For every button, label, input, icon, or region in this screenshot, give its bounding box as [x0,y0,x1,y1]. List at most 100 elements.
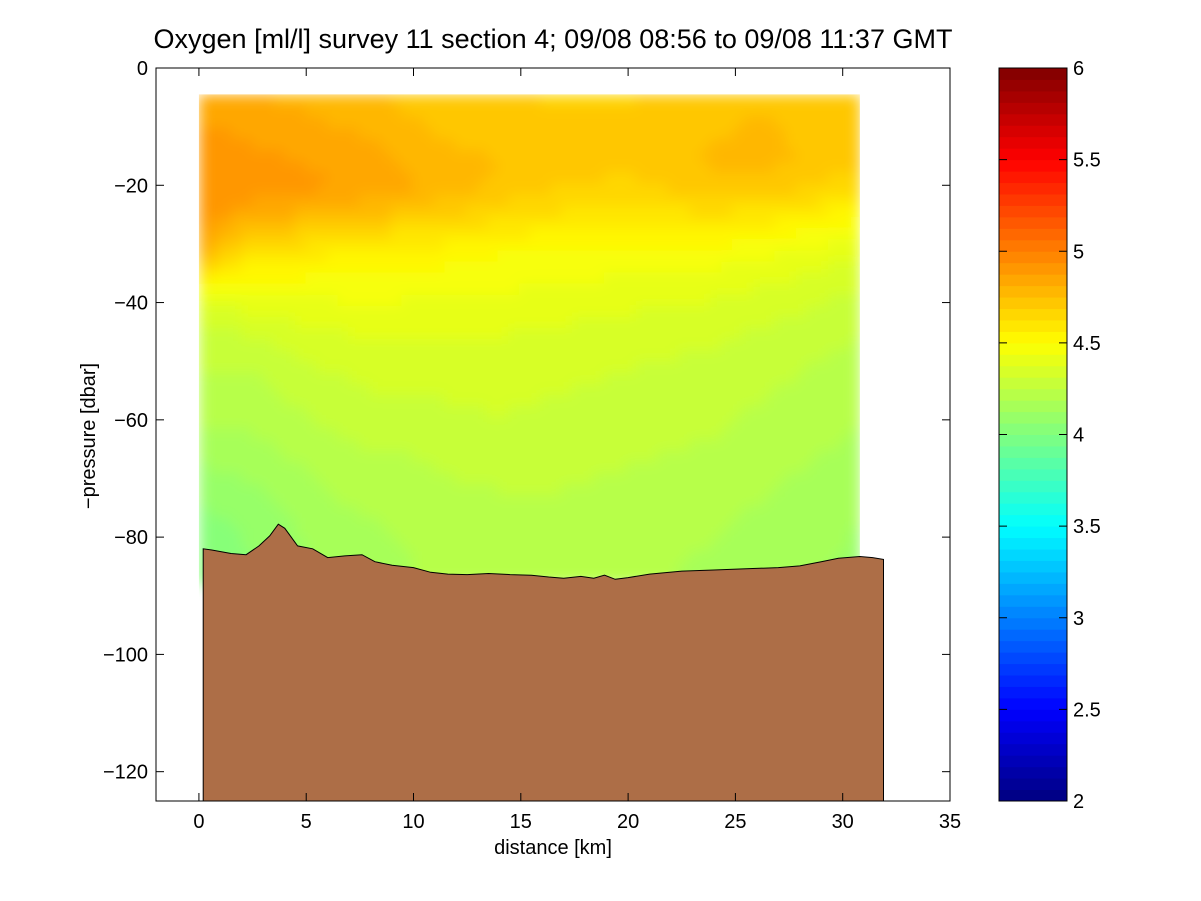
colorbar-swatch [999,537,1067,550]
colorbar-swatch [999,251,1067,264]
colorbar-swatch [999,239,1067,252]
colorbar-swatch [999,491,1067,504]
colorbar-swatch [999,102,1067,115]
colorbar-swatch [999,216,1067,229]
colorbar-swatch [999,571,1067,584]
colorbar-swatch [999,640,1067,653]
colorbar-swatch [999,629,1067,642]
colorbar-swatch [999,663,1067,676]
plot-content [156,68,950,801]
colorbar-swatch [999,331,1067,344]
oxygen-field [156,68,950,801]
x-tick-label: 10 [402,811,424,833]
sea-bottom-profile [202,523,884,801]
y-axis-label: −pressure [dbar] [78,363,100,509]
y-tick-label: 0 [137,58,148,80]
colorbar-swatch [999,125,1067,138]
colorbar-swatch [999,228,1067,241]
plot-frame [155,67,951,802]
colorbar-swatch [999,388,1067,401]
colorbar-swatch [999,159,1067,172]
x-axis-label: distance [km] [494,837,612,859]
colorbar-swatch [999,526,1067,539]
colorbar-swatch [999,743,1067,756]
colorbar-swatch [999,732,1067,745]
colorbar-axis: 2 2.5 3 3.5 4 4.5 5 5.5 6 [999,58,1101,813]
colorbar-swatch [999,171,1067,184]
colorbar-swatch [999,457,1067,470]
y-tick-label: −120 [103,762,148,784]
colorbar-swatch [999,262,1067,275]
x-tick-label: 20 [617,811,639,833]
x-tick-label: 25 [724,811,746,833]
colorbar-swatch [999,709,1067,722]
colorbar-swatch [999,697,1067,710]
colorbar-swatch [999,583,1067,596]
colorbar-swatch [999,755,1067,768]
colorbar-swatch [999,514,1067,527]
colorbar-swatch [999,560,1067,573]
colorbar-swatch [999,606,1067,619]
colorbar-tick-label: 5 [1073,241,1084,263]
y-tick-label: −20 [114,175,148,197]
y-axis: 0 −20 −40 −60 −80 −100 −120 [103,58,950,784]
colorbar-swatch [999,468,1067,481]
y-tick-label: −80 [114,527,148,549]
colorbar-tick-label: 2 [1073,791,1084,813]
colorbar-tick-label: 3.5 [1073,516,1101,538]
colorbar-swatch [999,434,1067,447]
colorbar-swatch [999,182,1067,195]
colorbar-swatch [999,686,1067,699]
colorbar-swatch [999,549,1067,561]
x-tick-label: 0 [193,811,204,833]
x-tick-label: 15 [510,811,532,833]
colorbar-swatch [999,423,1067,435]
colorbar-swatch [999,319,1067,332]
colorbar-swatch [999,113,1067,126]
colorbar-swatch [999,297,1067,310]
colorbar [999,68,1067,802]
colorbar-tick-label: 6 [1073,58,1084,80]
colorbar-tick-label: 4 [1073,425,1084,447]
colorbar-tick-label: 3 [1073,608,1084,630]
colorbar-swatch [999,652,1067,665]
colorbar-swatch [999,136,1067,149]
colorbar-swatch [999,720,1067,733]
colorbar-swatch [999,789,1067,802]
colorbar-swatch [999,400,1067,413]
colorbar-swatch [999,365,1067,378]
colorbar-tick-label: 2.5 [1073,699,1101,721]
colorbar-tick-label: 5.5 [1073,150,1101,172]
oxygen-field-cells [198,94,861,585]
colorbar-swatch [999,766,1067,779]
colorbar-swatch [999,285,1067,298]
colorbar-swatch [999,377,1067,390]
y-tick-label: −40 [114,293,148,315]
x-tick-label: 5 [301,811,312,833]
colorbar-swatch [999,68,1067,80]
colorbar-swatch [999,193,1067,206]
colorbar-swatch [999,79,1067,92]
colorbar-swatch [999,480,1067,493]
colorbar-swatch [999,778,1067,791]
x-tick-label: 30 [832,811,854,833]
y-tick-label: −60 [114,410,148,432]
colorbar-swatch [999,90,1067,103]
chart-title: Oxygen [ml/l] survey 11 section 4; 09/08… [154,24,953,54]
x-axis: 0 5 10 15 20 25 30 35 [193,68,961,833]
colorbar-swatch [999,148,1067,161]
x-tick-label: 35 [939,811,961,833]
y-tick-label: −100 [103,644,148,666]
colorbar-swatch [999,411,1067,424]
colorbar-swatch [999,308,1067,321]
colorbar-swatch [999,503,1067,516]
colorbar-swatch [999,205,1067,218]
colorbar-tick-label: 4.5 [1073,333,1101,355]
field-mask-left [156,68,199,801]
colorbar-swatch [999,675,1067,687]
colorbar-swatch [999,594,1067,607]
colorbar-swatch [999,354,1067,367]
colorbar-swatch [999,445,1067,458]
colorbar-swatch [999,342,1067,355]
